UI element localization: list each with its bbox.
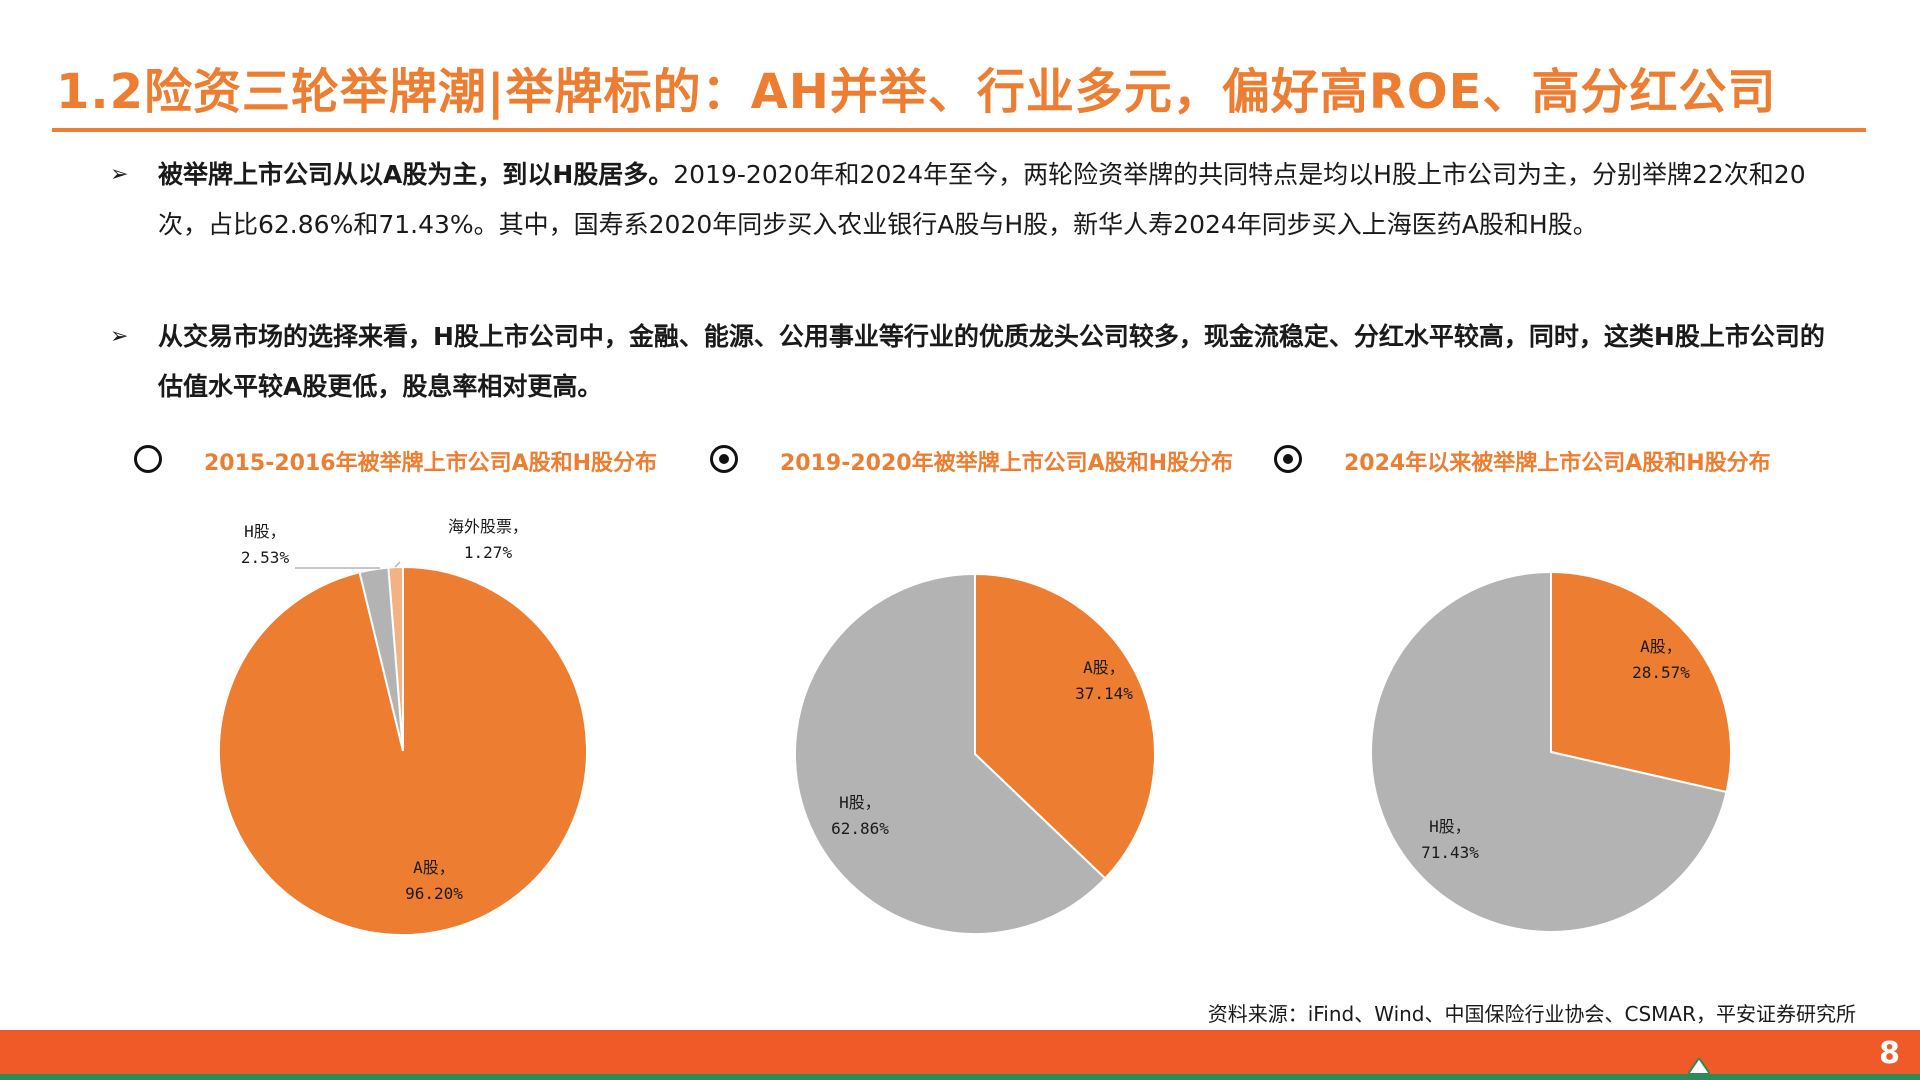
radio-dot-icon bbox=[719, 454, 729, 464]
chart-2-title: 2019-2020年被举牌上市公司A股和H股分布 bbox=[780, 451, 1234, 476]
pie-3-label-value-2: 71.43% bbox=[1421, 843, 1479, 862]
pie-1-label-value-1: 96.20% bbox=[405, 884, 463, 903]
pie-3-label-value-1: 28.57% bbox=[1632, 663, 1690, 682]
pie-3-label-name-2: H股， bbox=[1429, 817, 1471, 836]
arrow-bullet-icon: ➢ bbox=[110, 324, 129, 349]
chart-1-title: 2015-2016年被举牌上市公司A股和H股分布 bbox=[204, 451, 658, 476]
pie-2-slice-2 bbox=[794, 572, 1107, 935]
bullet-1-text: 2019-2020年和2024年至今，两轮险资举牌的共同特点是均以H股上市公司为… bbox=[158, 160, 1806, 239]
arrow-bullet-icon: ➢ bbox=[110, 162, 129, 187]
chart-3-radio[interactable] bbox=[1274, 445, 1302, 473]
chart-3-title: 2024年以来被举牌上市公司A股和H股分布 bbox=[1344, 451, 1771, 476]
chart-1-radio[interactable] bbox=[134, 445, 162, 473]
bullet-1-lead: 被举牌上市公司从以A股为主，到以H股居多。 bbox=[158, 160, 674, 189]
pie-2-label-name-2: H股， bbox=[839, 793, 881, 812]
title-divider bbox=[52, 128, 1866, 132]
pie-3-slice-1 bbox=[1550, 570, 1732, 794]
pie-1-label-value-2: 2.53% bbox=[241, 548, 290, 567]
pie-1-leader-line-2 bbox=[394, 561, 401, 568]
pie-2-label-value-2: 62.86% bbox=[831, 819, 889, 838]
radio-dot-icon bbox=[1283, 454, 1293, 464]
pie-2-label-name-1: A股， bbox=[1083, 658, 1125, 677]
pie-3-label-name-1: A股， bbox=[1640, 637, 1682, 656]
pie-2-label-value-1: 37.14% bbox=[1075, 684, 1133, 703]
footer-accent-line bbox=[0, 1074, 1920, 1080]
pie-3-slice-2 bbox=[1370, 570, 1728, 933]
pie-2-slice-1 bbox=[974, 572, 1156, 880]
pie-1-label-name-1: A股， bbox=[413, 858, 455, 877]
page-title: 1.2险资三轮举牌潮|举牌标的：AH并举、行业多元，偏好高ROE、高分红公司 bbox=[56, 64, 1777, 120]
page-number: 8 bbox=[1879, 1036, 1900, 1071]
chart-2-radio[interactable] bbox=[710, 445, 738, 473]
logo-triangle-icon bbox=[1688, 1058, 1710, 1074]
bullet-2: ➢ 从交易市场的选择来看，H股上市公司中，金融、能源、公用事业等行业的优质龙头公… bbox=[110, 312, 1830, 412]
pie-1-label-value-3: 1.27% bbox=[464, 543, 513, 562]
bullet-2-lead: 从交易市场的选择来看，H股上市公司中，金融、能源、公用事业等行业的优质龙头公司较… bbox=[158, 322, 1825, 401]
bullet-1: ➢ 被举牌上市公司从以A股为主，到以H股居多。2019-2020年和2024年至… bbox=[110, 150, 1830, 250]
pie-1-label-name-3: 海外股票， bbox=[448, 517, 528, 536]
pie-1-slice-1 bbox=[218, 565, 588, 936]
footer-bar bbox=[0, 1030, 1920, 1074]
source-note: 资料来源：iFind、Wind、中国保险行业协会、CSMAR，平安证券研究所 bbox=[1207, 1002, 1856, 1026]
pie-1-label-name-2: H股， bbox=[244, 522, 286, 541]
